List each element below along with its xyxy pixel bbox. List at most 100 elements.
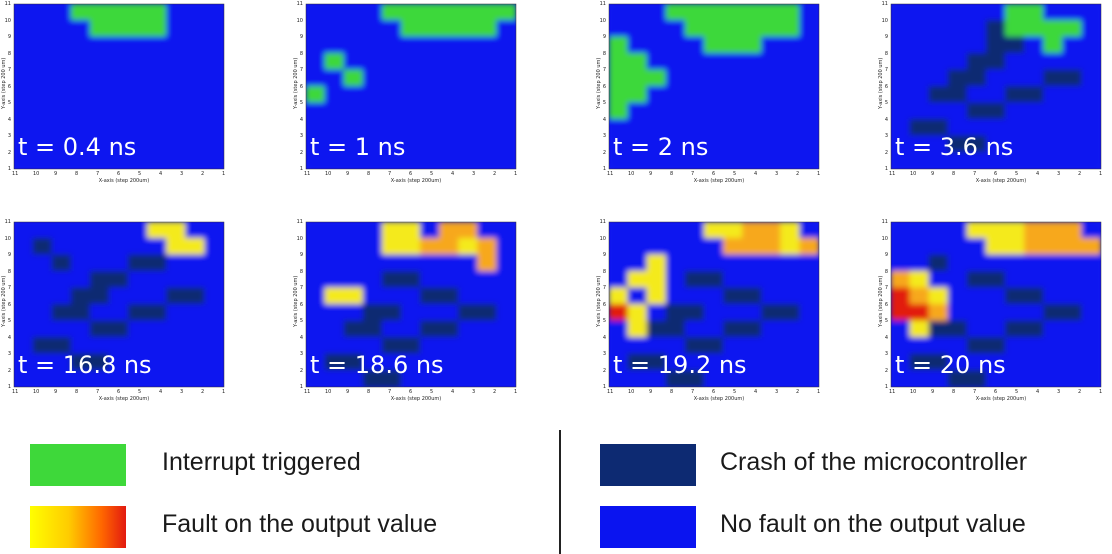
x-tick-label: 7 — [388, 389, 392, 395]
heatmap-cell — [51, 353, 72, 371]
plot-frame — [608, 221, 820, 388]
heatmap-cell — [14, 370, 34, 387]
heatmap-cell — [1024, 102, 1045, 120]
y-tick-label: 9 — [884, 34, 888, 40]
heatmap-cell — [1062, 254, 1083, 272]
heatmap-cell — [324, 4, 345, 21]
heatmap-cell — [496, 254, 516, 272]
x-tick-label: 3 — [775, 389, 779, 395]
heatmap-cell — [306, 135, 326, 153]
heatmap-cell — [439, 287, 460, 305]
y-tick-label: 7 — [602, 285, 606, 291]
heatmap-cell — [89, 86, 110, 104]
heatmap-cell — [1005, 69, 1026, 87]
heatmap-cell — [1024, 370, 1045, 387]
plot-frame — [13, 221, 225, 388]
y-tick-label: 5 — [884, 100, 888, 106]
heatmap-cell — [324, 20, 345, 38]
heatmap-cell — [32, 254, 53, 272]
heatmap-cell — [147, 20, 168, 38]
heatmap-cell — [1081, 337, 1101, 355]
heatmap-cell — [420, 287, 441, 305]
x-tick-label: 11 — [304, 389, 311, 395]
heatmap-cell — [381, 53, 402, 71]
heatmap-cell — [458, 135, 479, 153]
heatmap-panel: 1 2 3 4 5 6 7 8 9 10 11 11 10 9 8 7 6 5 4 3 2 1 X-axis (step 2… — [292, 0, 522, 184]
heatmap-cell — [665, 337, 686, 355]
heatmap-cell — [166, 320, 187, 338]
heatmap-cell — [185, 119, 206, 137]
heatmap-cell — [420, 53, 441, 71]
heatmap-cell — [891, 152, 911, 169]
heatmap-cell — [362, 152, 383, 169]
y-tick-label: 11 — [296, 219, 303, 225]
heatmap-cell — [185, 152, 206, 169]
heatmap-cell — [70, 304, 91, 322]
heatmap-cell — [166, 36, 187, 54]
heatmap-cell — [362, 36, 383, 54]
heatmap-cell — [420, 271, 441, 289]
heatmap-cell — [703, 304, 725, 322]
heatmap-cell — [166, 337, 187, 355]
heatmap-cell — [966, 287, 987, 305]
heatmap-cell — [703, 152, 725, 169]
heatmap-cell — [32, 36, 53, 54]
heatmap-cell — [891, 287, 911, 305]
heatmap-cell — [14, 20, 34, 38]
heatmap-cell — [1062, 370, 1083, 387]
heatmap-cell — [947, 102, 968, 120]
heatmap-cell — [477, 135, 498, 153]
heatmap-cell — [723, 353, 744, 371]
heatmap-cell — [761, 320, 782, 338]
heatmap-cell — [1081, 135, 1101, 153]
heatmap-cell — [32, 370, 53, 387]
heatmap-cell — [343, 238, 364, 256]
time-label: t = 16.8 ns — [18, 351, 152, 379]
heatmap-cell — [703, 135, 725, 153]
heatmap-cell — [1081, 36, 1101, 54]
heatmap-cell — [458, 36, 479, 54]
heatmap-cell — [646, 86, 667, 104]
y-tick-label: 6 — [299, 83, 303, 90]
heatmap-cell — [108, 254, 130, 272]
heatmap-cell — [627, 152, 648, 169]
heatmap-cell — [609, 254, 629, 272]
heatmap-cell — [966, 254, 987, 272]
heatmap-plot — [305, 3, 517, 170]
heatmap-cell — [420, 20, 441, 38]
heatmap-cell — [166, 152, 187, 169]
heatmap-cell — [627, 238, 648, 256]
heatmap-cell — [646, 152, 667, 169]
heatmap-cell — [684, 53, 705, 71]
heatmap-cell — [185, 69, 206, 87]
heatmap-cell — [128, 69, 149, 87]
heatmap-cell — [780, 271, 801, 289]
heatmap-cell — [362, 353, 383, 371]
heatmap-panel: 1 2 3 4 5 6 7 8 9 10 11 11 10 9 8 7 6 5 4 3 2 1 X-axis (step 2… — [0, 218, 230, 402]
heatmap-cell — [1005, 102, 1026, 120]
heatmap-cell — [128, 86, 149, 104]
x-tick-label: 8 — [952, 389, 956, 395]
heatmap-cell — [420, 238, 441, 256]
heatmap-cell — [761, 370, 782, 387]
heatmap-cell — [947, 337, 968, 355]
heatmap-cell — [362, 53, 383, 71]
y-tick-label: 5 — [299, 318, 303, 324]
heatmap-cell — [204, 36, 224, 54]
plot-frame — [13, 3, 225, 170]
y-tick-label: 6 — [602, 301, 606, 308]
heatmap-cell — [703, 337, 725, 355]
y-tick-label: 9 — [884, 252, 888, 258]
heatmap-cell — [381, 287, 402, 305]
heatmap-cell — [439, 254, 460, 272]
heatmap-cell — [496, 152, 516, 169]
heatmap-cell — [477, 4, 498, 21]
heatmap-cell — [166, 370, 187, 387]
heatmap-cell — [665, 102, 686, 120]
heatmap-cell — [723, 69, 744, 87]
heatmap-cell — [609, 119, 629, 137]
heatmap-cell — [761, 304, 782, 322]
heatmap-cell — [909, 4, 930, 21]
heatmap-cell — [891, 254, 911, 272]
x-tick-label: 5 — [733, 389, 737, 395]
